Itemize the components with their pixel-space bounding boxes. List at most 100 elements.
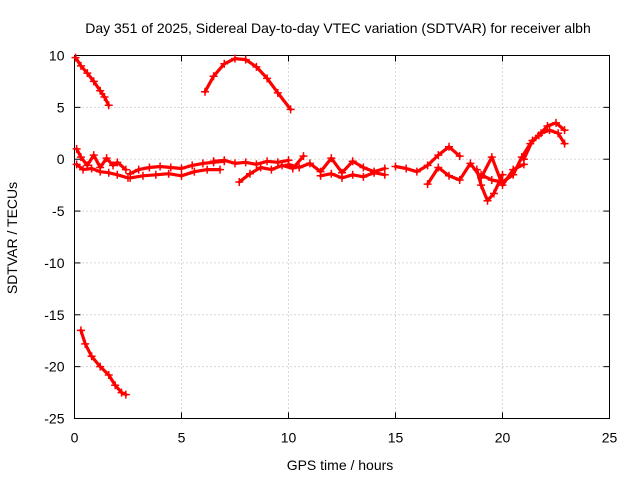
data-point (489, 189, 498, 198)
data-point (256, 163, 265, 172)
data-point (391, 162, 400, 171)
data-point (338, 173, 346, 182)
data-point (145, 163, 154, 172)
data-point (537, 129, 546, 138)
x-tick-label: 15 (388, 430, 404, 446)
data-point (434, 163, 443, 172)
data-point (560, 139, 569, 148)
data-point (71, 53, 80, 62)
data-point (477, 170, 486, 179)
data-point (96, 167, 105, 176)
data-point (267, 165, 276, 174)
data-point (423, 180, 432, 189)
series-pass-d (72, 144, 130, 174)
data-point (121, 165, 130, 174)
y-tick-label: -15 (44, 307, 64, 323)
data-point (102, 154, 111, 163)
data-point (263, 74, 272, 83)
data-point (201, 87, 210, 96)
data-point (380, 170, 389, 179)
data-point (76, 153, 85, 162)
series-trace (522, 128, 567, 161)
data-point (552, 118, 560, 127)
y-tick-label: -25 (44, 411, 64, 427)
data-point (164, 169, 173, 178)
data-point (231, 159, 239, 168)
data-point (121, 390, 130, 399)
data-point (273, 88, 282, 97)
series-pass-k (316, 168, 389, 182)
data-point (216, 165, 225, 174)
data-point (434, 151, 443, 160)
x-tick-label: 5 (178, 430, 186, 446)
y-tick-label: 0 (57, 151, 65, 167)
data-point (305, 159, 314, 168)
data-point (241, 55, 250, 64)
data-point (76, 61, 85, 70)
y-tick-label: -20 (44, 359, 64, 375)
tick-labels: 0 5 10 15 20 25 10 5 0 -5 -10 -15 -20 -25 (44, 48, 617, 446)
data-point (295, 163, 304, 172)
data-point (519, 155, 528, 164)
x-tick-label: 10 (281, 430, 297, 446)
data-point (235, 178, 244, 187)
series-trace (79, 328, 128, 397)
data-point (156, 162, 165, 171)
y-tick-label: -5 (52, 203, 65, 219)
data-point (109, 161, 118, 170)
x-axis-label: GPS time / hours (287, 457, 394, 473)
series-pass-g (126, 165, 225, 182)
data-point (487, 175, 496, 184)
data-point (286, 105, 295, 114)
data-point (560, 126, 569, 135)
data-point (111, 381, 120, 390)
data-point (117, 388, 126, 397)
data-point (76, 326, 85, 335)
data-point (241, 158, 250, 167)
data-point (190, 167, 199, 176)
data-point (370, 168, 379, 177)
series-pass-h (209, 156, 293, 169)
data-point (273, 158, 282, 167)
data-point (96, 86, 105, 95)
data-point (113, 158, 122, 167)
data-point (83, 69, 92, 78)
data-point (89, 151, 98, 160)
series-pass-p (519, 126, 569, 164)
data-point (477, 181, 486, 190)
series-trace (128, 159, 226, 176)
data-point (487, 153, 496, 162)
data-point (220, 156, 229, 165)
data-point (402, 164, 411, 173)
data-point (445, 142, 453, 151)
series-pass-c (76, 326, 130, 399)
series-trace (479, 121, 567, 184)
data-point (252, 160, 261, 169)
series-trace (286, 156, 387, 175)
data-point (498, 178, 507, 187)
series-pass-i (235, 152, 308, 187)
x-tick-label: 25 (602, 430, 618, 446)
x-tick-label: 20 (495, 430, 511, 446)
data-point (231, 54, 239, 63)
data-point (104, 101, 113, 110)
data-point (126, 173, 135, 182)
data-point (166, 163, 175, 172)
data-point (359, 163, 368, 172)
data-point (348, 170, 357, 179)
data-point (209, 72, 218, 81)
data-point (348, 157, 357, 166)
chart-title: Day 351 of 2025, Sidereal Day-to-day VTE… (85, 20, 591, 36)
data-point (545, 126, 554, 135)
data-point (220, 59, 229, 68)
series-pass-l (391, 142, 464, 176)
series-pass-f (126, 157, 229, 178)
axis-ticks (74, 55, 610, 419)
y-tick-label: 5 (57, 99, 65, 115)
data-point (177, 164, 186, 173)
grid (74, 55, 610, 419)
y-tick-label: -10 (44, 255, 64, 271)
data-point (498, 170, 507, 179)
